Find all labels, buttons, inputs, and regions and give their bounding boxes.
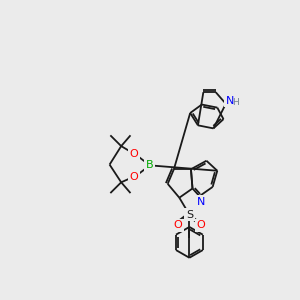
Text: O: O <box>197 220 206 230</box>
Text: N: N <box>226 96 234 106</box>
Text: B: B <box>146 160 154 170</box>
Text: N: N <box>197 196 205 206</box>
Text: O: O <box>129 149 138 159</box>
Text: O: O <box>129 172 138 182</box>
Text: H: H <box>232 98 239 107</box>
Text: O: O <box>173 220 182 230</box>
Text: S: S <box>186 210 193 220</box>
